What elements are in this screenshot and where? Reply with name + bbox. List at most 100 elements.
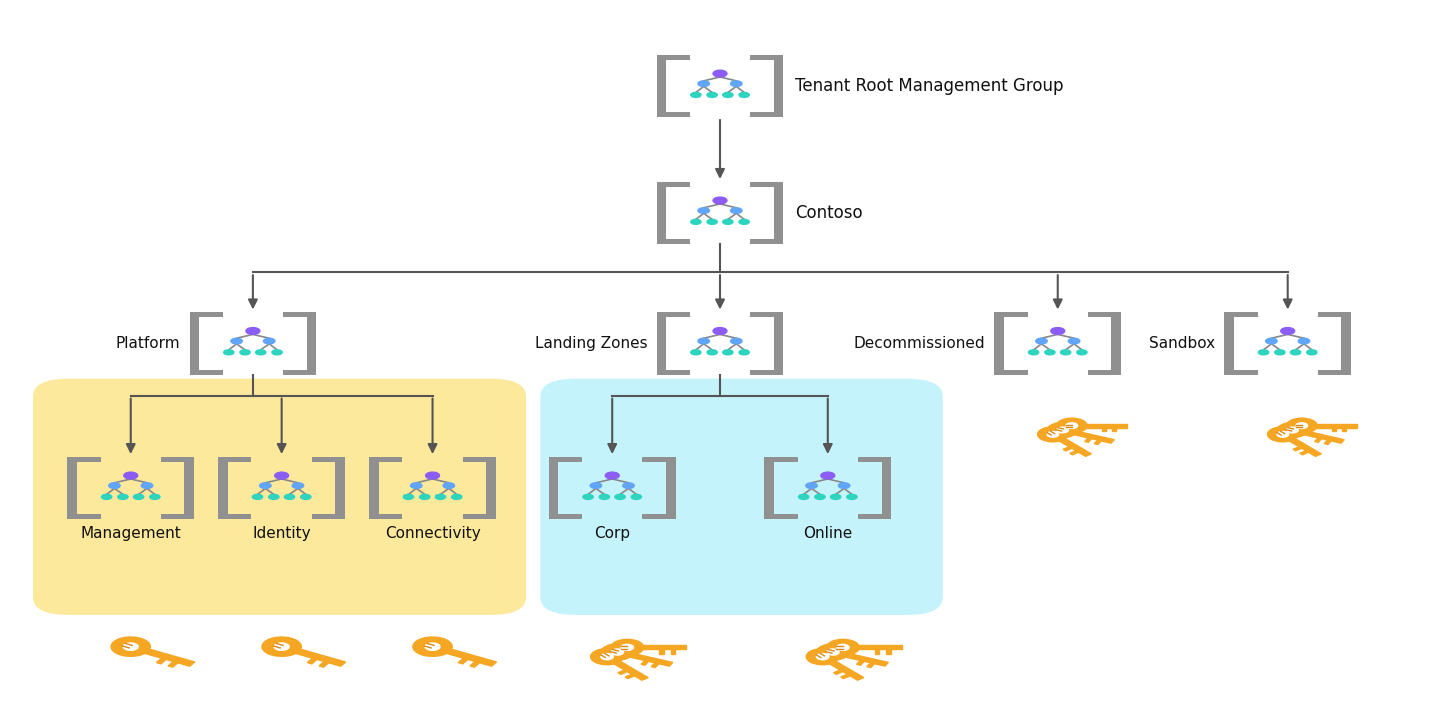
Circle shape — [124, 472, 138, 479]
Circle shape — [713, 70, 727, 77]
Polygon shape — [750, 370, 783, 375]
Circle shape — [730, 207, 742, 213]
Circle shape — [1287, 427, 1299, 433]
Polygon shape — [657, 113, 690, 117]
Circle shape — [1286, 418, 1318, 433]
Text: Platform: Platform — [115, 336, 180, 351]
Bar — [1303, 431, 1344, 443]
Bar — [628, 653, 672, 666]
Polygon shape — [750, 182, 783, 187]
Circle shape — [1051, 328, 1064, 334]
Polygon shape — [657, 312, 690, 317]
Circle shape — [621, 644, 634, 651]
Polygon shape — [765, 457, 798, 462]
Bar — [886, 649, 890, 653]
Bar — [320, 661, 328, 667]
Circle shape — [691, 92, 701, 98]
Circle shape — [1077, 350, 1087, 355]
Bar — [168, 661, 177, 667]
Polygon shape — [184, 457, 194, 519]
Circle shape — [284, 494, 295, 499]
Circle shape — [1299, 338, 1310, 344]
Polygon shape — [190, 370, 223, 375]
FancyBboxPatch shape — [540, 379, 943, 615]
Polygon shape — [1342, 312, 1351, 375]
Circle shape — [275, 472, 288, 479]
Polygon shape — [881, 457, 891, 519]
Polygon shape — [657, 370, 690, 375]
Circle shape — [223, 350, 233, 355]
Bar — [1293, 447, 1302, 451]
Circle shape — [150, 494, 160, 499]
Bar — [445, 649, 497, 666]
Circle shape — [611, 639, 644, 656]
Bar — [641, 646, 687, 649]
Bar — [618, 670, 628, 674]
Circle shape — [723, 92, 733, 98]
Bar — [1063, 447, 1071, 451]
Circle shape — [1267, 427, 1299, 442]
Bar — [1342, 428, 1346, 431]
Circle shape — [134, 494, 144, 499]
Bar — [613, 661, 648, 680]
Polygon shape — [995, 312, 1028, 317]
Polygon shape — [161, 457, 194, 462]
Circle shape — [622, 483, 634, 489]
Polygon shape — [1224, 312, 1257, 317]
Circle shape — [847, 494, 857, 499]
Polygon shape — [369, 457, 379, 519]
Circle shape — [435, 494, 445, 499]
Circle shape — [274, 643, 289, 651]
Polygon shape — [750, 239, 783, 244]
Polygon shape — [750, 55, 783, 59]
Circle shape — [713, 197, 727, 204]
Bar — [157, 658, 166, 664]
Circle shape — [1266, 338, 1277, 344]
Polygon shape — [773, 55, 783, 117]
Bar — [841, 674, 850, 678]
Polygon shape — [642, 514, 675, 519]
Polygon shape — [68, 457, 101, 462]
Circle shape — [739, 350, 749, 355]
Circle shape — [1277, 423, 1308, 438]
Circle shape — [837, 644, 850, 651]
Circle shape — [600, 644, 634, 660]
Circle shape — [1274, 350, 1284, 355]
Bar — [857, 661, 864, 666]
Circle shape — [1277, 431, 1289, 438]
Circle shape — [259, 483, 271, 489]
Polygon shape — [858, 457, 891, 462]
Circle shape — [1280, 328, 1295, 334]
Circle shape — [252, 494, 262, 499]
Polygon shape — [462, 457, 495, 462]
Circle shape — [590, 649, 624, 665]
Circle shape — [611, 649, 624, 655]
Circle shape — [799, 494, 809, 499]
Circle shape — [827, 649, 840, 655]
Polygon shape — [487, 457, 495, 519]
Circle shape — [301, 494, 311, 499]
Text: Landing Zones: Landing Zones — [534, 336, 648, 351]
Polygon shape — [665, 457, 675, 519]
Circle shape — [1038, 427, 1068, 442]
Circle shape — [631, 494, 641, 499]
Circle shape — [1035, 338, 1047, 344]
Circle shape — [1259, 350, 1269, 355]
Circle shape — [118, 494, 128, 499]
Circle shape — [272, 350, 282, 355]
Circle shape — [264, 338, 275, 344]
Bar — [660, 649, 664, 653]
Circle shape — [1057, 418, 1087, 433]
Circle shape — [599, 494, 609, 499]
Polygon shape — [657, 182, 690, 187]
Polygon shape — [312, 457, 346, 462]
Circle shape — [806, 649, 840, 665]
Polygon shape — [68, 457, 76, 519]
Circle shape — [590, 483, 602, 489]
Circle shape — [838, 483, 850, 489]
Circle shape — [600, 653, 613, 660]
Circle shape — [1296, 423, 1308, 428]
Polygon shape — [312, 514, 346, 519]
Circle shape — [707, 92, 717, 98]
Circle shape — [831, 494, 841, 499]
